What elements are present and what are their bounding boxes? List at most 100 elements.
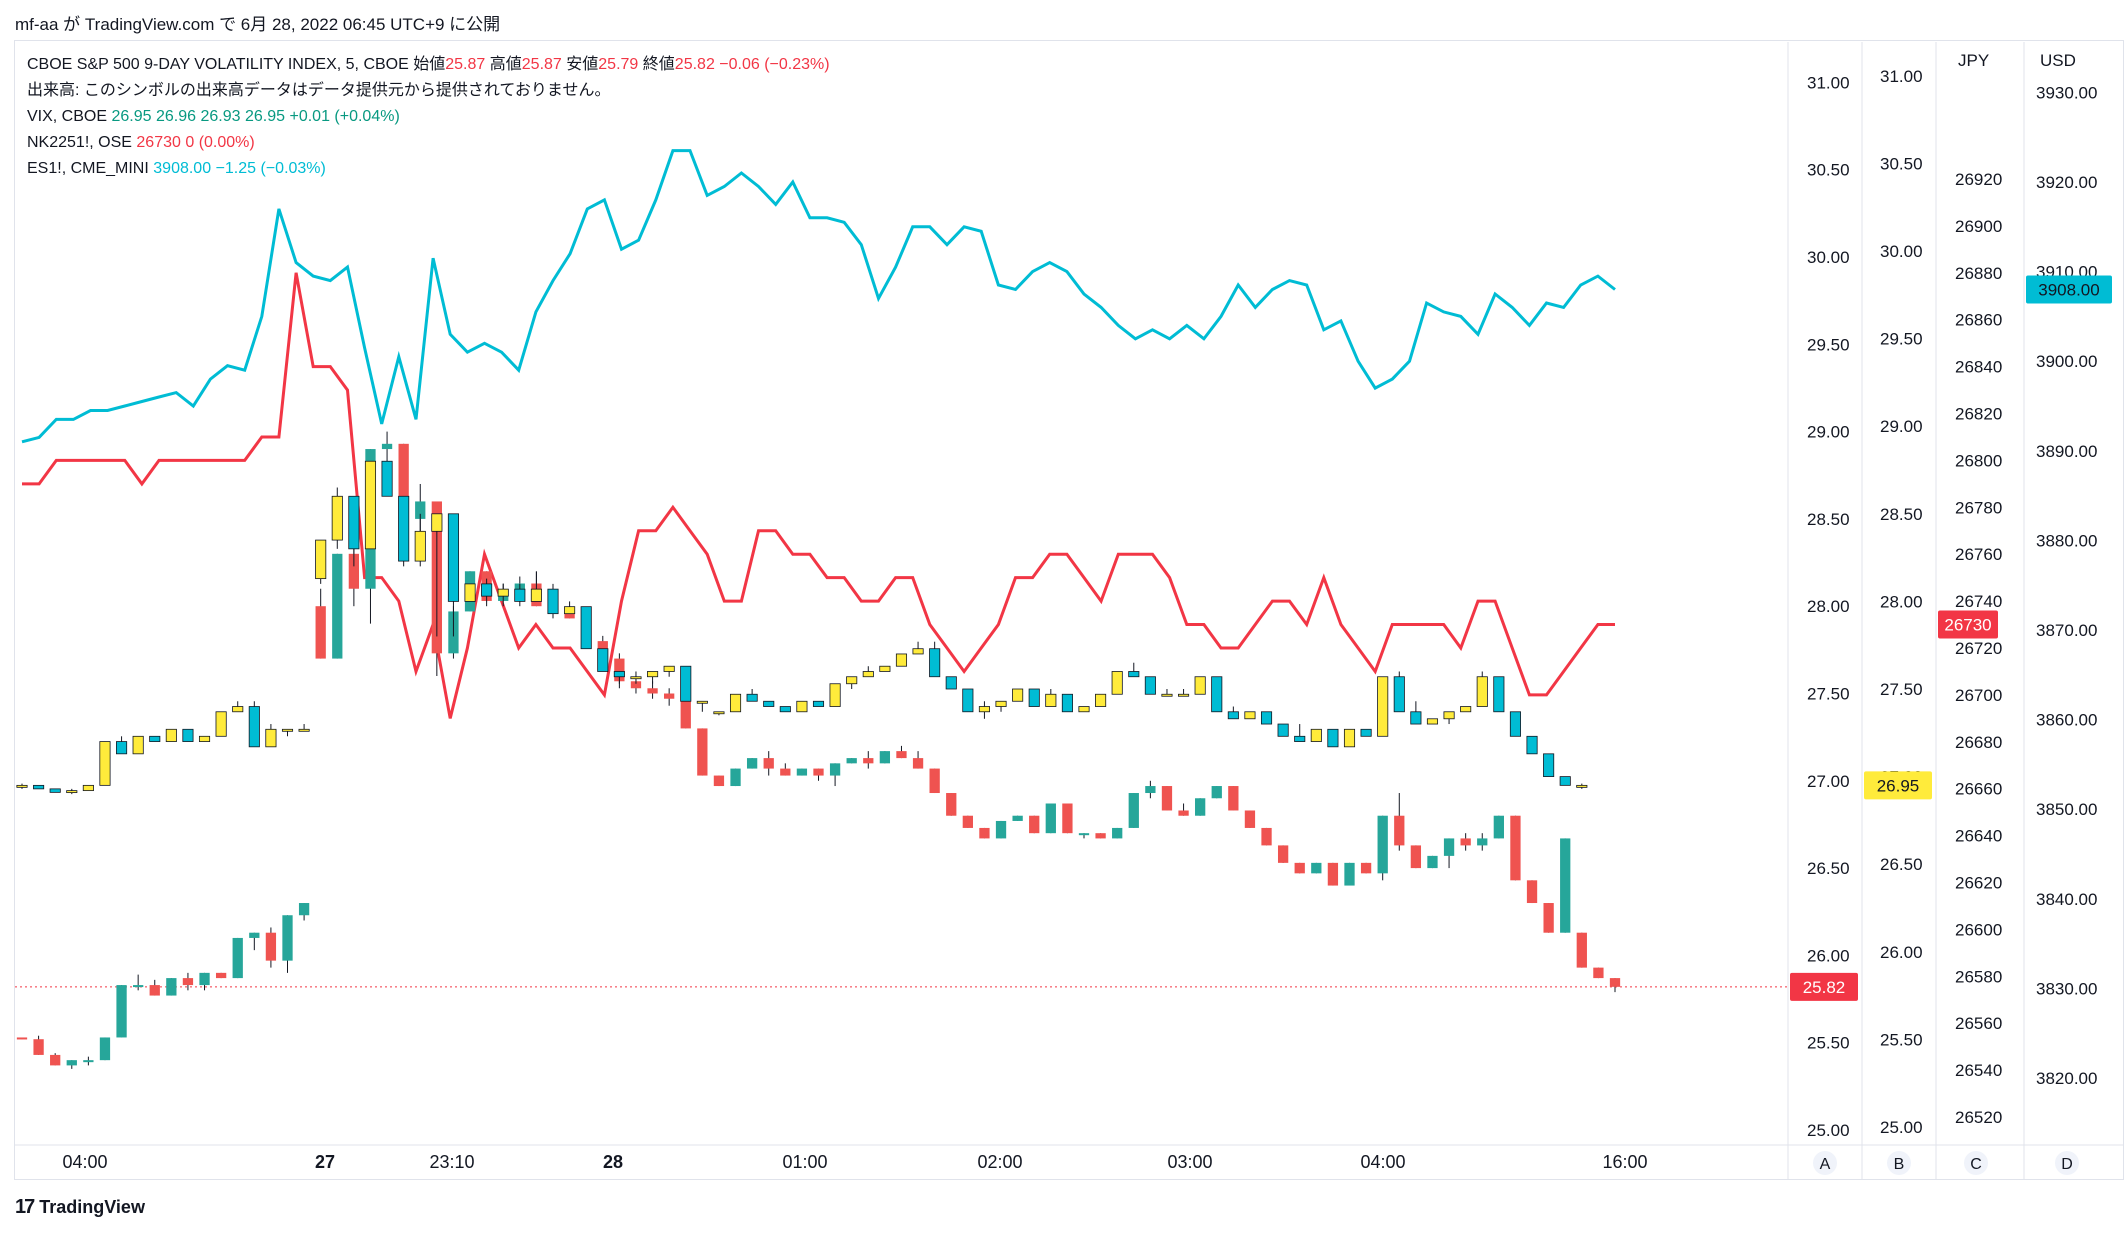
axis-d-tick: 3850.00 [2036,800,2097,819]
close-label: 終値 [642,56,675,73]
axis-c-tick: 26780 [1955,498,2002,517]
nk-change: 0 (0.00%) [185,134,255,151]
vix9d-candle [215,972,227,979]
close-value: 25.82 [674,56,715,73]
main-symbol[interactable]: CBOE S&P 500 9-DAY VOLATILITY INDEX, 5, … [27,56,409,73]
vix-candle [364,460,377,550]
axis-c-tick: 26520 [1955,1108,2002,1127]
es-symbol[interactable]: ES1!, CME_MINI [27,160,149,177]
vix9d-candle [149,979,160,996]
vix9d-candle [1526,880,1538,904]
vix-candle [497,583,509,602]
vix9d-candle [1195,798,1206,816]
vix9d-candle [1012,815,1023,821]
vix-candle [1476,671,1488,707]
axis-a-tick: 25.00 [1807,1121,1850,1140]
axis-d-tick: 3900.00 [2036,352,2097,371]
axis-a-tick: 31.00 [1807,73,1850,92]
axis-b-tick: 27.50 [1880,680,1923,699]
vix9d-candle [713,775,725,787]
vix-candle [879,665,891,672]
vix9d-candle [50,1053,61,1066]
vix-candle [431,513,443,637]
axis-a-tick: 29.50 [1807,335,1850,354]
chart-legend: CBOE S&P 500 9-DAY VOLATILITY INDEX, 5, … [27,52,830,182]
vix9d-candle [846,758,857,764]
high-value: 25.87 [521,56,562,73]
footer-brand[interactable]: 17 TradingView [15,1196,145,1219]
vix-candle [1294,724,1306,742]
vix-candle [381,460,393,497]
vix-candle [1443,711,1455,725]
vix9d-candle [664,688,675,706]
vix-candle [647,671,659,684]
vix9d-candle [1460,833,1471,851]
vix-candle [1194,676,1206,695]
legend-nk: NK2251!, OSE 26730 0 (0.00%) [27,130,830,156]
vix9d-candle [1277,845,1289,863]
axis-b-tick: 31.00 [1880,67,1923,86]
es-line [21,149,1616,444]
vix9d-candle [896,745,907,759]
vix-candle [33,784,45,790]
scale-button-label: B [1894,1156,1905,1173]
vix-candle [315,539,327,584]
axis-c-tick: 26680 [1955,733,2002,752]
vix-candle [447,513,459,637]
vix-candle [1277,723,1289,737]
es-last-label: 3908.00 [2026,275,2112,304]
vix9d-candle [1477,833,1488,851]
vix-candle [1327,728,1339,748]
axis-c-tick: 26860 [1955,311,2002,330]
axis-d-tick: 3860.00 [2036,711,2097,730]
vix-candle [862,666,874,678]
axis-a-tick: 27.50 [1807,685,1850,704]
axis-b-tick: 26.00 [1880,943,1923,962]
vix-candle [331,487,343,549]
change-value: −0.06 (−0.23%) [719,56,830,73]
vix-candle [663,665,675,677]
axis-c-tick: 26600 [1955,920,2002,939]
axis-d-tick: 3830.00 [2036,979,2097,998]
vix-candle [1343,728,1356,748]
vix-candle [1244,711,1256,720]
axis-b-tick: 25.50 [1880,1030,1923,1049]
vix9d-candle [746,758,758,769]
vix9d-candle [99,1037,111,1061]
scale-button-d [2055,1151,2079,1175]
vix9d-candle [1609,978,1621,993]
vix-candle [995,700,1007,712]
axis-a-tick: 28.50 [1807,510,1850,529]
vix-candle [978,701,990,719]
nk-symbol[interactable]: NK2251!, OSE [27,134,132,151]
low-value: 25.79 [598,56,639,73]
vix-candle [514,583,526,602]
vix-change: +0.01 (+0.04%) [289,108,400,125]
es-price: 3908.00 [153,160,212,177]
vix9d-candle [1244,810,1256,828]
vix-symbol[interactable]: VIX, CBOE [27,108,108,125]
vix-candle [729,693,742,713]
vix-close: 26.95 [244,108,286,125]
vix9d-candle [199,972,210,991]
vix-candle [215,711,227,737]
axis-c-tick: 26580 [1955,967,2002,986]
axis-c-tick: 26620 [1955,874,2002,893]
vix9d-candle [962,815,973,828]
vix-candle [1161,689,1173,697]
vix-candle [1078,706,1090,713]
vix9d-candle [182,972,194,991]
vix-candle [298,724,310,732]
scale-button-b [1887,1151,1911,1175]
scale-button-label: D [2061,1156,2073,1173]
vix9d-candle [1543,903,1554,933]
axis-d-tick: 3820.00 [2036,1069,2097,1088]
vix-candle [149,735,161,742]
vix-open: 26.95 [111,108,152,125]
axis-c-tick: 26720 [1955,639,2002,658]
axis-a-tick: 28.00 [1807,597,1850,616]
vix-candle [1128,662,1140,678]
legend-main: CBOE S&P 500 9-DAY VOLATILITY INDEX, 5, … [27,52,830,78]
vix-candle [962,688,974,713]
